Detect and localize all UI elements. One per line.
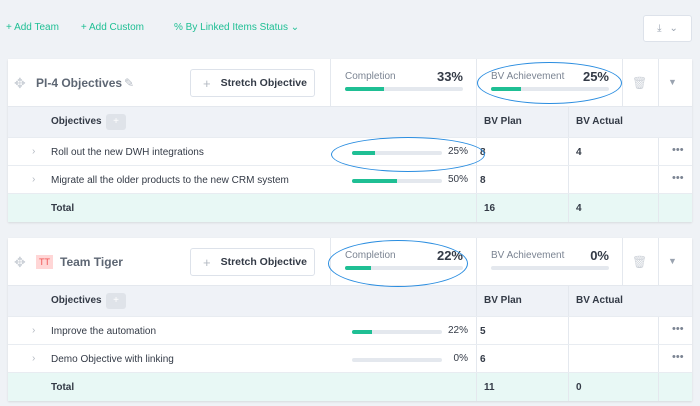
bv-bar xyxy=(491,266,609,270)
objective-percent: 22% xyxy=(447,325,468,336)
bv-achievement-metric: BV Achievement 25% xyxy=(491,69,609,91)
stretch-label: Stretch Objective xyxy=(220,77,307,89)
bv-value: 0% xyxy=(590,248,609,263)
card-title: PI-4 Objectives xyxy=(36,76,123,90)
bv-plan-cell[interactable]: 6 xyxy=(480,354,486,365)
bv-achievement-metric: BV Achievement 0% xyxy=(491,248,609,270)
bv-actual-header: BV Actual xyxy=(576,295,623,306)
table-row[interactable]: › Improve the automation 22% 5 ••• xyxy=(8,317,692,345)
bv-plan-cell[interactable]: 8 xyxy=(480,175,486,186)
more-options-icon[interactable]: ••• xyxy=(672,172,684,184)
total-bv-plan: 16 xyxy=(484,203,496,214)
objectives-header: Objectives xyxy=(51,295,102,306)
completion-bar xyxy=(345,266,463,270)
total-bv-actual: 4 xyxy=(576,203,582,214)
more-options-icon[interactable]: ••• xyxy=(672,144,684,156)
objective-percent: 0% xyxy=(453,353,468,364)
objective-name[interactable]: Improve the automation xyxy=(51,326,157,337)
objective-progress-bar xyxy=(352,179,442,183)
stretch-objective-button[interactable]: + Stretch Objective xyxy=(190,248,315,276)
bv-plan-header: BV Plan xyxy=(484,295,522,306)
table-header: Objectives + BV Plan BV Actual xyxy=(8,107,692,138)
plus-icon: + xyxy=(203,75,211,91)
add-objective-button[interactable]: + xyxy=(106,114,126,130)
completion-label: Completion xyxy=(345,71,396,82)
completion-metric: Completion 22% xyxy=(345,248,463,270)
bv-value: 25% xyxy=(582,69,609,84)
total-row: Total 11 0 xyxy=(8,373,692,401)
bv-plan-cell[interactable]: 8 xyxy=(480,147,486,158)
bv-bar xyxy=(491,87,609,91)
card-header: ✥ PI-4 Objectives ✎ + Stretch Objective C… xyxy=(8,59,692,107)
objectives-header: Objectives xyxy=(51,116,102,127)
completion-value: 33% xyxy=(436,69,463,84)
trash-icon[interactable]: 🗑 xyxy=(632,255,648,269)
bv-label: BV Achievement xyxy=(491,71,565,82)
table-row[interactable]: › Demo Objective with linking 0% 6 ••• xyxy=(8,345,692,373)
stretch-objective-button[interactable]: + Stretch Objective xyxy=(190,69,315,97)
add-custom-button[interactable]: + Add Custom xyxy=(80,22,145,33)
objective-name[interactable]: Roll out the new DWH integrations xyxy=(51,147,204,158)
team-card: ✥ TT Team Tiger + Stretch Objective Compl… xyxy=(8,238,692,401)
total-row: Total 16 4 xyxy=(8,194,692,222)
bv-plan-header: BV Plan xyxy=(484,116,522,127)
bv-actual-cell[interactable]: 4 xyxy=(576,147,582,158)
table-header: Objectives + BV Plan BV Actual xyxy=(8,286,692,317)
bv-label: BV Achievement xyxy=(491,250,565,261)
completion-bar xyxy=(345,87,463,91)
total-bv-plan: 11 xyxy=(484,382,495,393)
collapse-caret-icon[interactable]: ▼ xyxy=(668,77,677,87)
table-row[interactable]: › Migrate all the older products to the … xyxy=(8,166,692,194)
bv-actual-header: BV Actual xyxy=(576,116,623,127)
toolbar: + Add Team + Add Custom % By Linked Item… xyxy=(6,22,299,33)
more-options-icon[interactable]: ••• xyxy=(672,351,684,363)
completion-metric: Completion 33% xyxy=(345,69,463,91)
chevron-down-icon: ⌄ xyxy=(290,22,300,33)
table-row[interactable]: › Roll out the new DWH integrations 25% … xyxy=(8,138,692,166)
objective-progress-bar xyxy=(352,330,442,334)
bv-plan-cell[interactable]: 5 xyxy=(480,326,486,337)
total-bv-actual: 0 xyxy=(576,382,582,393)
objective-name[interactable]: Migrate all the older products to the ne… xyxy=(51,175,289,186)
export-button[interactable]: ⤓ ⌄ xyxy=(643,15,692,42)
total-label: Total xyxy=(51,203,75,214)
chevron-down-icon: ⌄ xyxy=(669,23,678,34)
collapse-caret-icon[interactable]: ▼ xyxy=(668,256,677,266)
card-title: Team Tiger xyxy=(60,255,123,269)
stretch-label: Stretch Objective xyxy=(220,256,307,268)
trash-icon[interactable]: 🗑 xyxy=(632,76,648,90)
objective-percent: 25% xyxy=(447,146,468,157)
add-objective-button[interactable]: + xyxy=(106,293,126,309)
card-header: ✥ TT Team Tiger + Stretch Objective Compl… xyxy=(8,238,692,286)
completion-label: Completion xyxy=(345,250,396,261)
plus-icon: + xyxy=(203,254,211,270)
objective-percent: 50% xyxy=(447,174,468,185)
expand-chevron-icon[interactable]: › xyxy=(32,353,36,364)
expand-chevron-icon[interactable]: › xyxy=(32,174,36,185)
team-badge: TT xyxy=(36,255,53,269)
drag-handle-icon[interactable]: ✥ xyxy=(14,254,26,270)
edit-icon[interactable]: ✎ xyxy=(124,76,135,90)
expand-chevron-icon[interactable]: › xyxy=(32,325,36,336)
objective-progress-bar xyxy=(352,358,442,362)
more-options-icon[interactable]: ••• xyxy=(672,323,684,335)
mode-dropdown[interactable]: % By Linked Items Status ⌄ xyxy=(174,22,299,33)
total-label: Total xyxy=(51,382,75,393)
drag-handle-icon[interactable]: ✥ xyxy=(14,75,26,91)
download-icon: ⤓ xyxy=(657,23,662,34)
mode-label: % By Linked Items Status xyxy=(174,22,288,33)
completion-value: 22% xyxy=(436,248,463,263)
objective-name[interactable]: Demo Objective with linking xyxy=(51,354,174,365)
objective-progress-bar xyxy=(352,151,442,155)
expand-chevron-icon[interactable]: › xyxy=(32,146,36,157)
add-team-button[interactable]: + Add Team xyxy=(6,22,59,33)
team-card: ✥ PI-4 Objectives ✎ + Stretch Objective C… xyxy=(8,59,692,222)
